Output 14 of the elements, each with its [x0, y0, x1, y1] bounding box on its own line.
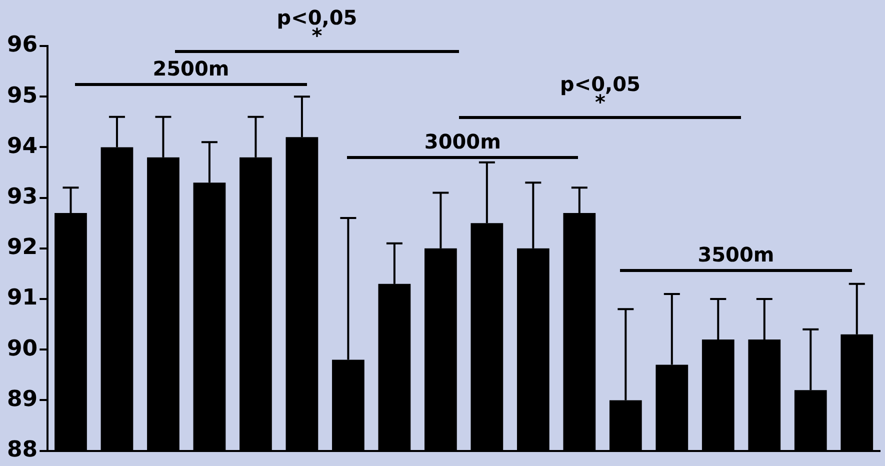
annotation: 2500m	[152, 56, 230, 81]
annotation: 3000m	[424, 130, 501, 154]
annotation: 3500m	[698, 242, 774, 266]
y-tick-label: 96	[6, 32, 38, 58]
y-tick-label: 88	[6, 438, 38, 463]
annotation: p<0,05 *	[276, 5, 358, 48]
y-tick-label: 91	[6, 286, 38, 311]
y-tick-label: 92	[6, 235, 38, 260]
annotation: p<0,05 *	[560, 72, 640, 114]
y-tick-label: 90	[6, 336, 38, 362]
y-tick-label: 94	[6, 134, 38, 159]
y-tick-label: 89	[6, 386, 38, 412]
y-tick-label: 93	[6, 184, 38, 210]
y-tick-label: 95	[6, 83, 38, 108]
